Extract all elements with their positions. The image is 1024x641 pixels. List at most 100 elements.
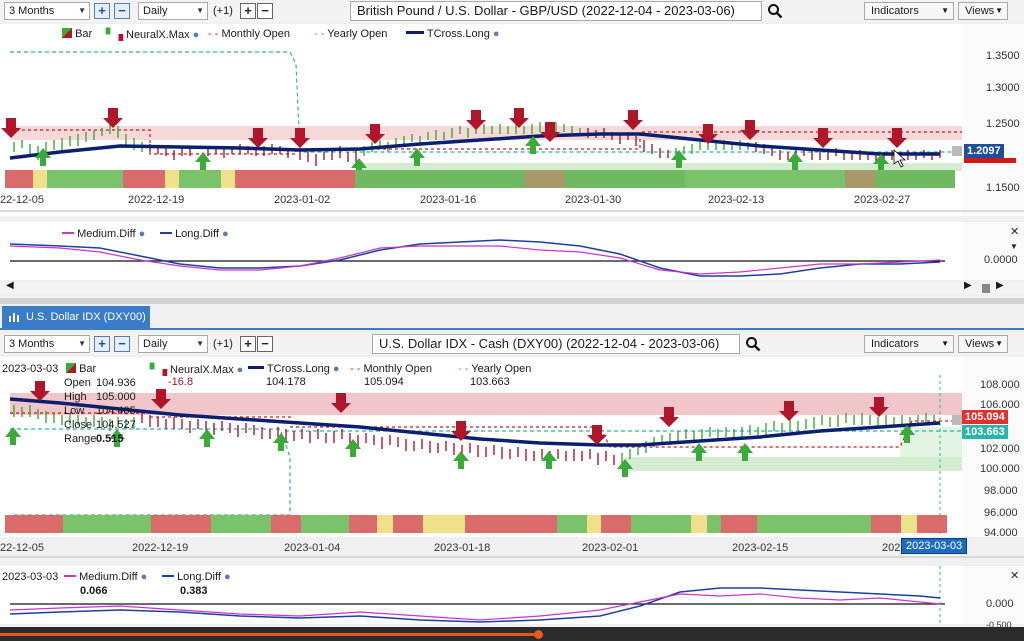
ohlc-range: Range0.515 [64, 432, 136, 446]
window-divider [0, 298, 1024, 304]
ohlc-low-value: 104.405 [96, 405, 136, 417]
bottom-y-tick: 102.000 [980, 443, 1020, 455]
top-views-label: Views [965, 5, 995, 17]
ohlc-open: Open 104.936 [64, 376, 136, 390]
scroll-thumb[interactable] [982, 284, 990, 293]
legend-neuralx-label: NeuralX.Max [170, 364, 234, 376]
bottom-y-tick: 94.000 [984, 527, 1018, 539]
chevron-down-icon: ▼ [995, 339, 1003, 348]
chart-icon [9, 313, 19, 322]
increment-minus-button[interactable]: − [257, 336, 273, 352]
chevron-down-icon: ▼ [196, 6, 204, 15]
legend-medium-label: Medium.Diff [79, 571, 138, 583]
top-price-tag-red [964, 158, 1016, 163]
bottom-symbol-title[interactable]: U.S. Dollar IDX - Cash (DXY00) (2022-12-… [372, 334, 740, 354]
dxy-diff-panel[interactable]: 2023-03-03 Medium.Diff ● Long.Diff ● 0.0… [0, 566, 1024, 630]
bottom-x-tick: 2023-01-18 [434, 542, 491, 554]
gbpusd-diff-svg [9, 222, 1024, 280]
medium-diff-value: 0.066 [80, 585, 108, 597]
dxy-chart-panel[interactable]: 2023-03-03 Bar ▘▗ NeuralX.Max ● TCross.L… [0, 357, 1024, 539]
close-icon[interactable]: ✕ [1010, 570, 1020, 582]
search-icon[interactable] [745, 336, 761, 352]
panel-divider[interactable] [0, 556, 1024, 558]
bottom-toolbar: 3 Months ▼ + − Daily ▼ (+1) + − U.S. Dolla… [0, 333, 1024, 355]
increment-minus-button[interactable]: − [257, 3, 273, 19]
gbpusd-chart-svg[interactable] [0, 24, 1024, 216]
top-x-tick: 2023-01-16 [420, 194, 477, 206]
increment-plus-button[interactable]: + [240, 3, 256, 19]
zoom-out-button[interactable]: − [114, 3, 130, 19]
legend-monthly: - - Monthly Open [350, 363, 432, 375]
ohlc-open-value: 104.936 [96, 377, 136, 389]
increment-plus-button[interactable]: + [240, 336, 256, 352]
bottom-views-button[interactable]: Views ▼ [958, 335, 1008, 353]
close-icon[interactable]: ✕ [1010, 226, 1020, 238]
long-diff-value: 0.383 [180, 585, 208, 597]
legend-long-label: Long.Diff [177, 571, 221, 583]
progress-handle[interactable] [534, 630, 543, 639]
bottom-indicators-button[interactable]: Indicators ▼ [864, 335, 954, 353]
bottom-interval-value: Daily [143, 338, 168, 350]
chevron-down-icon: ▼ [941, 6, 949, 15]
video-progress-bar[interactable] [0, 627, 1024, 641]
dxy-tcross-line [9, 397, 941, 447]
panel-divider[interactable] [0, 210, 1024, 212]
bear-signal-arrows [1, 108, 907, 148]
chevron-down-icon[interactable]: ▼ [1010, 242, 1018, 251]
zoom-in-button[interactable]: + [94, 336, 110, 352]
bottom-y-tick: 98.000 [984, 485, 1018, 497]
top-increment-label: (+1) [213, 5, 233, 17]
search-icon[interactable] [767, 3, 783, 19]
top-toolbar: 3 Months ▼ + − Daily ▼ (+1) + − British Po… [0, 0, 1024, 22]
tab-dxy00-label: U.S. Dollar IDX (DXY00) [26, 311, 146, 323]
chevron-down-icon: ▼ [78, 339, 86, 348]
legend-tcross-label: TCross.Long [266, 363, 330, 375]
bottom-increment-label: (+1) [213, 338, 233, 350]
bottom-period-select[interactable]: 3 Months ▼ [4, 335, 90, 353]
tab-dxy00[interactable]: U.S. Dollar IDX (DXY00) [2, 306, 150, 328]
neuralx-value: -16.8 [168, 376, 194, 388]
top-symbol-title[interactable]: British Pound / U.S. Dollar - GBP/USD (2… [350, 1, 762, 21]
monthly-value: 105.094 [364, 376, 404, 388]
legend-long-label: Long.Diff [175, 228, 219, 240]
dxy-chart-svg[interactable] [0, 357, 1024, 537]
top-x-tick: 22-12-05 [0, 194, 45, 206]
scroll-left-icon[interactable]: ◀ [6, 280, 14, 291]
ohlc-close: Close 104.527 [64, 418, 136, 432]
top-x-tick: 2022-12-19 [128, 194, 185, 206]
legend-medium: Medium.Diff ● [64, 571, 147, 583]
top-y-tick: 1.2500 [986, 118, 1020, 130]
bottom-price-tag-teal: 103.663 [962, 425, 1008, 439]
dxy-candles [13, 405, 935, 465]
legend-tcross: TCross.Long ● [248, 363, 340, 375]
ohlc-high-value: 105.000 [96, 391, 136, 403]
zoom-out-button[interactable]: − [114, 336, 130, 352]
scroll-right-icon[interactable]: ▶ [996, 280, 1004, 291]
progress-fill [0, 633, 540, 636]
top-y-tick: 1.3500 [986, 50, 1020, 62]
top-indicators-label: Indicators [871, 5, 919, 17]
top-sub-zero: 0.0000 [984, 254, 1018, 266]
bottom-interval-select[interactable]: Daily ▼ [138, 335, 208, 353]
gbpusd-chart-panel[interactable]: Bar ▘▗ NeuralX.Max ● - - Monthly Open - … [0, 24, 1024, 216]
legend-monthly: - - Monthly Open [208, 28, 290, 40]
scroll-right-icon[interactable]: ▶ [964, 280, 972, 291]
bottom-indicators-label: Indicators [871, 338, 919, 350]
bottom-x-tick: 2022-12-19 [132, 542, 189, 554]
dxy-bear-arrows [30, 381, 889, 445]
zoom-in-button[interactable]: + [94, 3, 110, 19]
chevron-down-icon: ▼ [941, 339, 949, 348]
top-views-button[interactable]: Views ▼ [958, 2, 1008, 20]
legend-bar-label: Bar [79, 363, 97, 375]
ohlc-readout: Open 104.936 High 105.000 Low 104.405 Close… [64, 376, 136, 446]
top-period-select[interactable]: 3 Months ▼ [4, 2, 90, 20]
top-indicators-button[interactable]: Indicators ▼ [864, 2, 954, 20]
gbpusd-diff-panel[interactable]: Medium.Diff ● Long.Diff ● ✕ ▼ 0.0000 [0, 222, 1024, 280]
ohlc-open-label: Open [64, 377, 91, 389]
top-interval-select[interactable]: Daily ▼ [138, 2, 208, 20]
top-interval-value: Daily [143, 5, 168, 17]
top-y-tick: 1.3000 [986, 82, 1020, 94]
ohlc-close-value: 104.527 [96, 419, 136, 431]
top-horizontal-scrollbar[interactable]: ◀ ▶ ▶ [0, 280, 1024, 294]
legend-long: Long.Diff ● [162, 571, 231, 583]
